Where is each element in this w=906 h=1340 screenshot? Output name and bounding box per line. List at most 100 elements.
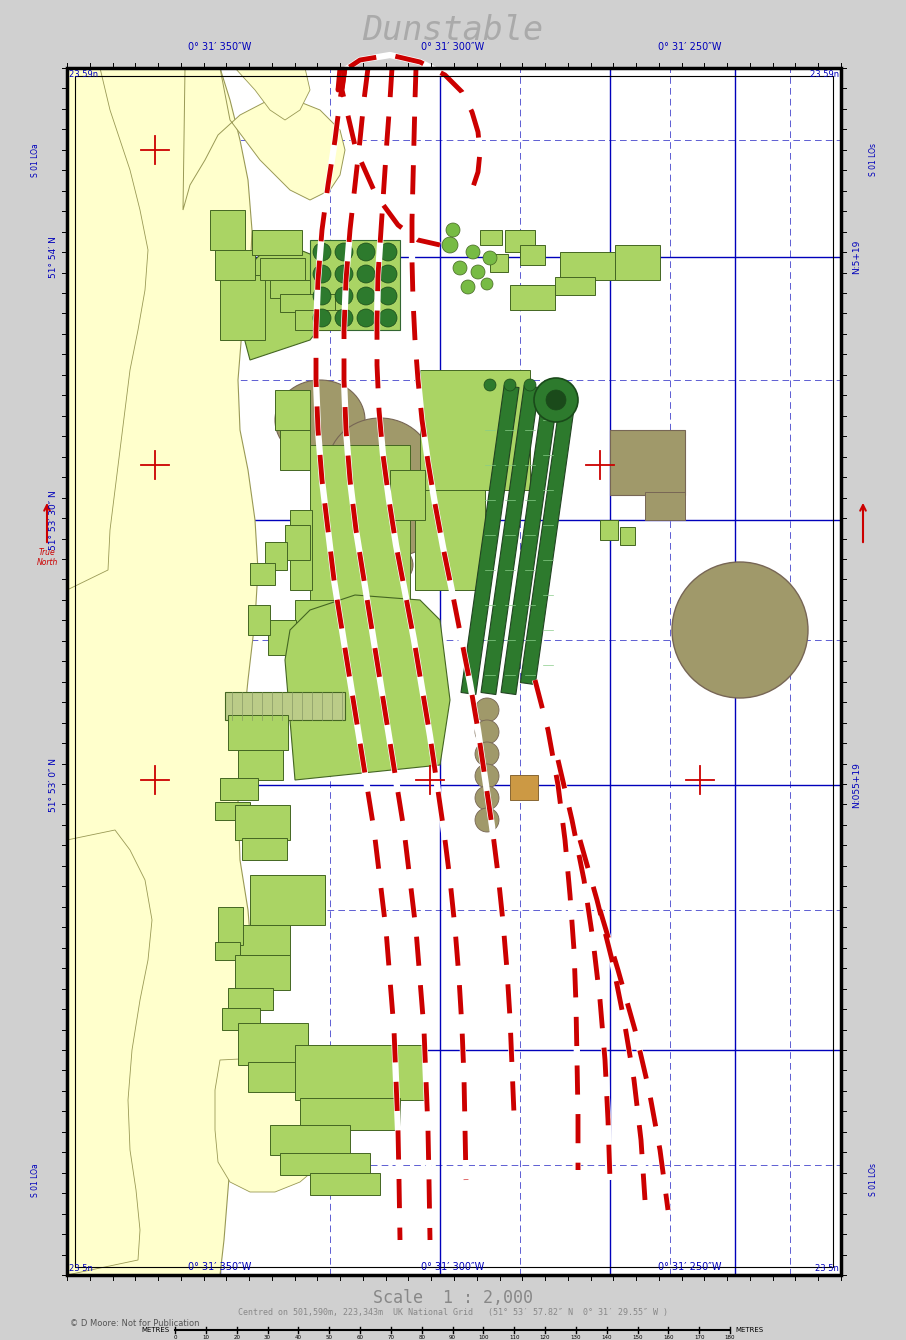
Circle shape (313, 287, 331, 306)
Circle shape (475, 787, 499, 809)
Text: 140: 140 (602, 1335, 612, 1340)
Circle shape (357, 243, 375, 261)
Text: Dunstable: Dunstable (362, 13, 544, 47)
Circle shape (475, 742, 499, 766)
Text: 0° 31′ 350″W: 0° 31′ 350″W (188, 1262, 252, 1272)
Circle shape (379, 310, 397, 327)
Bar (520, 245, 545, 265)
Bar (295, 1045, 425, 1100)
Text: S 01 LOs: S 01 LOs (869, 1163, 878, 1197)
Text: 170: 170 (694, 1335, 705, 1340)
Circle shape (546, 390, 566, 410)
Circle shape (442, 237, 458, 253)
Text: 40: 40 (294, 1335, 302, 1340)
Bar (238, 1022, 308, 1065)
Polygon shape (67, 68, 148, 590)
Bar (501, 386, 559, 694)
Bar (235, 955, 290, 990)
Bar (67, 68, 841, 1274)
Circle shape (475, 764, 499, 788)
Bar (300, 1097, 400, 1130)
Text: 23 5n: 23 5n (815, 1264, 839, 1273)
Bar (265, 541, 287, 570)
Text: 51° 54′ N: 51° 54′ N (49, 236, 58, 277)
Bar (645, 492, 685, 520)
Circle shape (475, 720, 499, 744)
Bar (461, 386, 519, 694)
Text: 70: 70 (388, 1335, 394, 1340)
Circle shape (379, 243, 397, 261)
Bar (270, 1126, 350, 1155)
Circle shape (313, 243, 331, 261)
Bar (248, 604, 270, 635)
Bar (510, 285, 555, 310)
Text: Scale  1 : 2,000: Scale 1 : 2,000 (373, 1289, 533, 1306)
Text: 60: 60 (356, 1335, 363, 1340)
Circle shape (313, 310, 331, 327)
Polygon shape (183, 68, 345, 210)
Text: 0° 31′ 250″W: 0° 31′ 250″W (659, 42, 722, 52)
Bar (67, 68, 841, 1274)
Circle shape (534, 378, 578, 422)
Bar (280, 1152, 370, 1175)
Text: 0° 31′ 350″W: 0° 31′ 350″W (188, 42, 252, 52)
Text: 130: 130 (571, 1335, 581, 1340)
Text: 0° 31′ 250″W: 0° 31′ 250″W (659, 1262, 722, 1272)
Ellipse shape (362, 485, 438, 555)
Bar (242, 838, 287, 860)
Text: METRES: METRES (735, 1327, 763, 1333)
Bar (270, 280, 310, 297)
Circle shape (357, 310, 375, 327)
Text: 23 5n: 23 5n (69, 1264, 93, 1273)
Circle shape (504, 379, 516, 391)
Circle shape (475, 808, 499, 832)
Bar (620, 527, 635, 545)
Bar (268, 620, 296, 655)
Circle shape (446, 222, 460, 237)
Text: True
North: True North (36, 548, 58, 567)
Bar (295, 600, 345, 641)
Text: 0° 31′ 300″W: 0° 31′ 300″W (421, 1262, 485, 1272)
Bar (310, 1172, 380, 1195)
Circle shape (335, 310, 353, 327)
Circle shape (377, 547, 413, 583)
Bar (222, 1008, 260, 1030)
Text: 80: 80 (419, 1335, 425, 1340)
Bar (280, 293, 335, 312)
Bar (610, 430, 685, 494)
Bar (415, 480, 485, 590)
Bar (490, 255, 508, 272)
Bar (215, 251, 255, 280)
Text: S 01 LOa: S 01 LOa (31, 143, 40, 177)
Text: 30: 30 (264, 1335, 271, 1340)
Text: 0: 0 (173, 1335, 177, 1340)
Polygon shape (215, 1055, 340, 1193)
Bar (285, 525, 310, 560)
Text: 180: 180 (725, 1335, 736, 1340)
Circle shape (379, 287, 397, 306)
Text: Centred on 501,590m, 223,343m  UK National Grid   (51° 53′ 57.82″ N  0° 31′ 29.5: Centred on 501,590m, 223,343m UK Nationa… (238, 1308, 668, 1316)
Bar (228, 988, 273, 1010)
Text: 100: 100 (478, 1335, 488, 1340)
Text: 90: 90 (449, 1335, 456, 1340)
Polygon shape (213, 68, 310, 121)
Bar (310, 240, 400, 330)
Bar (600, 520, 618, 540)
Circle shape (357, 265, 375, 283)
Bar (75, 76, 833, 1268)
Bar (615, 245, 660, 280)
Bar (225, 691, 345, 720)
Circle shape (481, 277, 493, 289)
Bar (275, 390, 310, 430)
Bar (480, 230, 502, 245)
Bar (505, 230, 535, 252)
Polygon shape (67, 68, 258, 1274)
Text: 20: 20 (233, 1335, 240, 1340)
Bar (220, 779, 258, 800)
Circle shape (379, 265, 397, 283)
Text: 50: 50 (325, 1335, 333, 1340)
Ellipse shape (275, 381, 365, 460)
Bar (260, 259, 305, 280)
Bar (420, 370, 530, 490)
Circle shape (483, 251, 497, 265)
